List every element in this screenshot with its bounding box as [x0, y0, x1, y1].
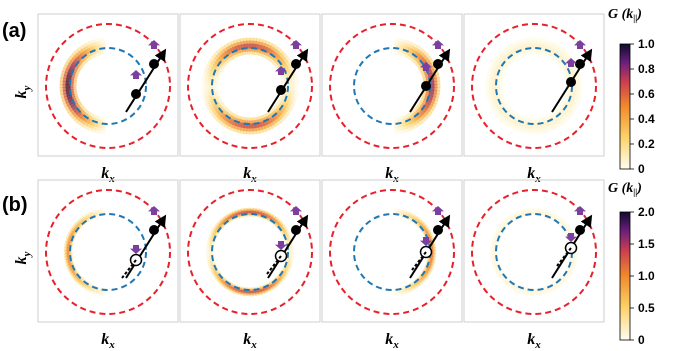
svg-text:ky: ky — [13, 251, 33, 264]
panel-frame — [179, 179, 321, 323]
electron-dot — [575, 59, 585, 69]
colorbar-tick-label: 0.4 — [638, 112, 655, 126]
panel-b-3: kx — [321, 179, 463, 351]
spin-arrow — [565, 58, 577, 67]
spin-arrow — [130, 70, 142, 79]
electron-dot — [149, 59, 159, 69]
colorbar-tick-label: 0 — [638, 162, 645, 176]
xlabel: kx — [101, 331, 115, 351]
hole-arrow — [411, 251, 427, 271]
inner-fermi-circle — [211, 213, 289, 291]
hole-dot — [274, 249, 288, 263]
panel-b-1: kx — [37, 179, 179, 351]
spin-arrow — [432, 206, 444, 215]
panel-frame — [37, 179, 179, 323]
hole-arrow — [556, 247, 572, 267]
outer-fermi-circle — [187, 189, 313, 315]
colorbar-a: G (k||) 1.0 0.8 0.6 0.4 0.2 0 — [608, 7, 655, 176]
colorbar-tick-label: 0 — [638, 333, 645, 347]
spin-arrow — [420, 62, 432, 71]
spin-arrow — [574, 206, 586, 215]
electron-dot — [433, 225, 443, 235]
panel-b-2: kx — [179, 179, 321, 351]
panel-frame — [463, 13, 605, 157]
spin-arrow — [574, 40, 586, 49]
momentum-arrow — [125, 214, 167, 279]
xlabel: kx — [527, 165, 541, 185]
spin-arrow — [130, 245, 142, 254]
spin-arrow — [565, 233, 577, 242]
spin-arrow — [290, 206, 302, 215]
panel-frame — [179, 13, 321, 157]
row-label-b: (b) — [2, 194, 28, 216]
panel-b-4: kx — [463, 179, 605, 351]
outer-fermi-circle — [45, 189, 171, 315]
colorbar-tick-label: 1.5 — [638, 237, 655, 251]
momentum-arrow — [125, 48, 167, 113]
panel-a-1: kx — [37, 13, 179, 185]
colorbar-tick-label: 0.5 — [638, 301, 655, 315]
xlabel: kx — [385, 331, 399, 351]
hole-arrow — [266, 255, 282, 275]
outer-fermi-circle — [329, 189, 455, 315]
electron-dot — [291, 225, 301, 235]
spin-arrow — [290, 40, 302, 49]
hole-arrow — [121, 259, 137, 279]
electron-dot — [566, 77, 576, 87]
panels-group: kx kx kx kx kx kx kx kx — [37, 13, 605, 351]
electron-dot — [421, 81, 431, 91]
panel-frame — [463, 179, 605, 323]
spin-arrow — [420, 237, 432, 246]
panel-a-3: kx — [321, 13, 463, 185]
outer-fermi-circle — [471, 189, 597, 315]
xlabel: kx — [243, 165, 257, 185]
colorbar-tick-label: 1.0 — [638, 37, 655, 51]
spin-arrow — [275, 241, 287, 250]
xlabel: kx — [101, 165, 115, 185]
spin-arrow — [275, 66, 287, 75]
electron-dot — [291, 59, 301, 69]
outer-fermi-circle — [187, 23, 313, 149]
xlabel: kx — [385, 165, 399, 185]
electron-dot — [131, 89, 141, 99]
electron-dot — [149, 225, 159, 235]
spin-arrow — [432, 40, 444, 49]
colorbar-tick-label: 0.8 — [638, 62, 655, 76]
panel-frame — [321, 179, 463, 323]
inner-fermi-circle — [211, 47, 289, 125]
spin-arrow — [148, 40, 160, 49]
colorbar-tick-label: 1.0 — [638, 269, 655, 283]
electron-dot — [575, 225, 585, 235]
panel-frame — [321, 13, 463, 157]
spin-arrow — [148, 206, 160, 215]
svg-text:G (k||): G (k||) — [608, 7, 642, 23]
xlabel: kx — [243, 331, 257, 351]
panel-frame — [37, 13, 179, 157]
colorbar-tick-label: 2.0 — [638, 205, 655, 219]
svg-text:ky: ky — [13, 85, 33, 98]
outer-fermi-circle — [45, 23, 171, 149]
xlabel: kx — [527, 331, 541, 351]
panel-a-4: kx — [463, 13, 605, 185]
ylabel-row-b: ky — [13, 251, 33, 264]
colorbar-b: G (k||) 2.0 1.5 1.0 0.5 0 — [608, 181, 655, 347]
electron-dot — [433, 59, 443, 69]
inner-fermi-circle — [69, 213, 147, 291]
colorbar-tick-label: 0.6 — [638, 87, 655, 101]
outer-fermi-circle — [471, 23, 597, 149]
colorbar-tick-label: 0.2 — [638, 137, 655, 151]
ylabel-row-a: ky — [13, 85, 33, 98]
row-label-a: (a) — [2, 20, 26, 42]
outer-fermi-circle — [329, 23, 455, 149]
svg-text:G (k||): G (k||) — [608, 181, 642, 197]
panel-a-2: kx — [179, 13, 321, 185]
electron-dot — [276, 85, 286, 95]
inner-fermi-circle — [69, 47, 147, 125]
